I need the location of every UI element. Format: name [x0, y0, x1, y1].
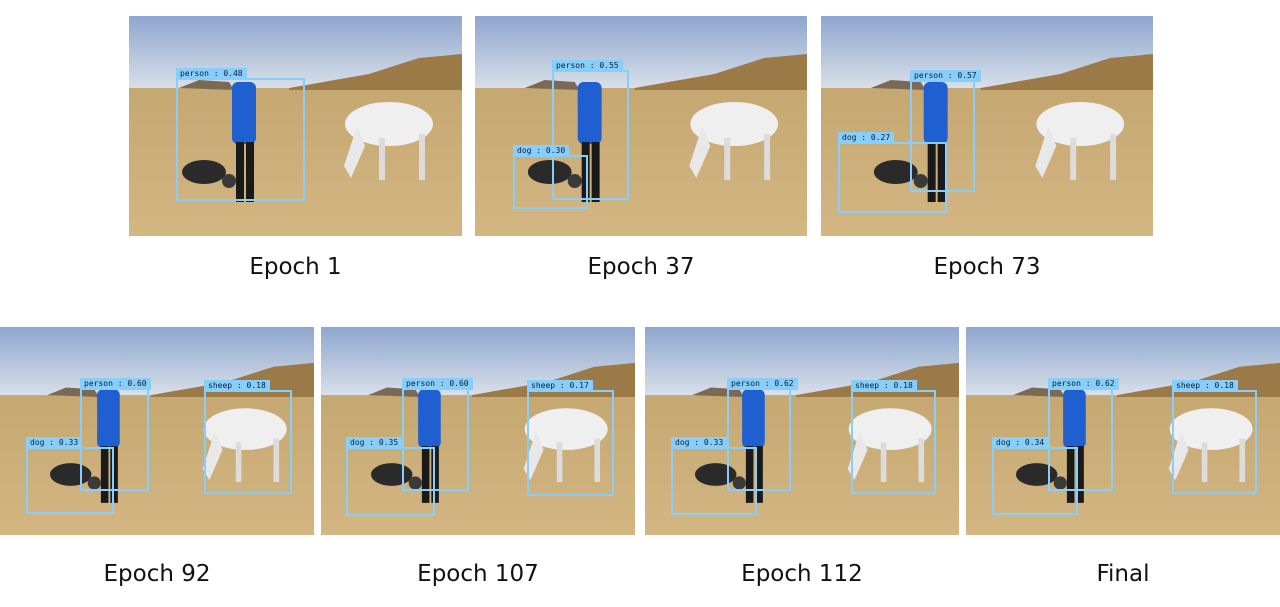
field-scene-image [0, 327, 314, 535]
bbox-label: person : 0.62 [727, 378, 798, 390]
field-scene-image [966, 327, 1280, 535]
bbox-person: person : 0.57 [910, 70, 981, 192]
bbox-dog: dog : 0.33 [671, 437, 757, 515]
detection-image: person : 0.55 dog : 0.30 [475, 16, 807, 236]
bbox-label: dog : 0.33 [26, 437, 83, 449]
detection-image: person : 0.60 sheep : 0.18 dog : 0.33 [0, 327, 314, 535]
bbox-dog: dog : 0.27 [838, 132, 947, 213]
panel-caption: Epoch 92 [103, 561, 211, 587]
panel-caption: Final [1096, 561, 1150, 587]
bbox-label: dog : 0.30 [513, 145, 570, 157]
bbox-person: person : 0.55 [552, 60, 629, 200]
field-scene-image [821, 16, 1153, 236]
bbox-label: person : 0.48 [176, 68, 247, 80]
panel-caption: Epoch 37 [587, 254, 695, 280]
bbox-person: person : 0.62 [727, 378, 798, 491]
bbox-person: person : 0.60 [402, 378, 473, 491]
bbox-label: person : 0.60 [80, 378, 151, 390]
panel-caption: Epoch 73 [933, 254, 1041, 280]
field-scene-image [645, 327, 959, 535]
bbox-label: sheep : 0.18 [204, 380, 270, 392]
bbox-sheep: sheep : 0.18 [1172, 380, 1257, 494]
bbox-person: person : 0.48 [176, 68, 305, 201]
detection-image: person : 0.60 sheep : 0.17 dog : 0.35 [321, 327, 635, 535]
bbox-label: sheep : 0.18 [1172, 380, 1238, 392]
panel-caption: Epoch 107 [417, 561, 539, 587]
bbox-label: sheep : 0.17 [527, 380, 593, 392]
bbox-label: sheep : 0.18 [851, 380, 917, 392]
bbox-dog: dog : 0.33 [26, 437, 114, 514]
bbox-person: person : 0.62 [1048, 378, 1119, 491]
bbox-dog: dog : 0.34 [992, 437, 1078, 515]
bbox-label: person : 0.57 [910, 70, 981, 82]
bbox-label: person : 0.55 [552, 60, 623, 72]
bbox-label: dog : 0.33 [671, 437, 728, 449]
bbox-label: dog : 0.27 [838, 132, 895, 144]
bbox-dog: dog : 0.30 [513, 145, 588, 209]
panel-caption: Epoch 1 [249, 254, 342, 280]
bbox-label: dog : 0.35 [346, 437, 403, 449]
bbox-sheep: sheep : 0.18 [204, 380, 292, 494]
bbox-label: dog : 0.34 [992, 437, 1049, 449]
bbox-sheep: sheep : 0.18 [851, 380, 936, 494]
detection-image: person : 0.48 [129, 16, 462, 236]
bbox-label: person : 0.60 [402, 378, 473, 390]
bbox-label: person : 0.62 [1048, 378, 1119, 390]
field-scene-image [321, 327, 635, 535]
bbox-dog: dog : 0.35 [346, 437, 435, 516]
field-scene-image [475, 16, 807, 236]
bbox-sheep: sheep : 0.17 [527, 380, 614, 496]
detection-image: person : 0.62 sheep : 0.18 dog : 0.34 [966, 327, 1280, 535]
detection-image: person : 0.62 sheep : 0.18 dog : 0.33 [645, 327, 959, 535]
panel-caption: Epoch 112 [741, 561, 863, 587]
detection-image: person : 0.57 dog : 0.27 [821, 16, 1153, 236]
